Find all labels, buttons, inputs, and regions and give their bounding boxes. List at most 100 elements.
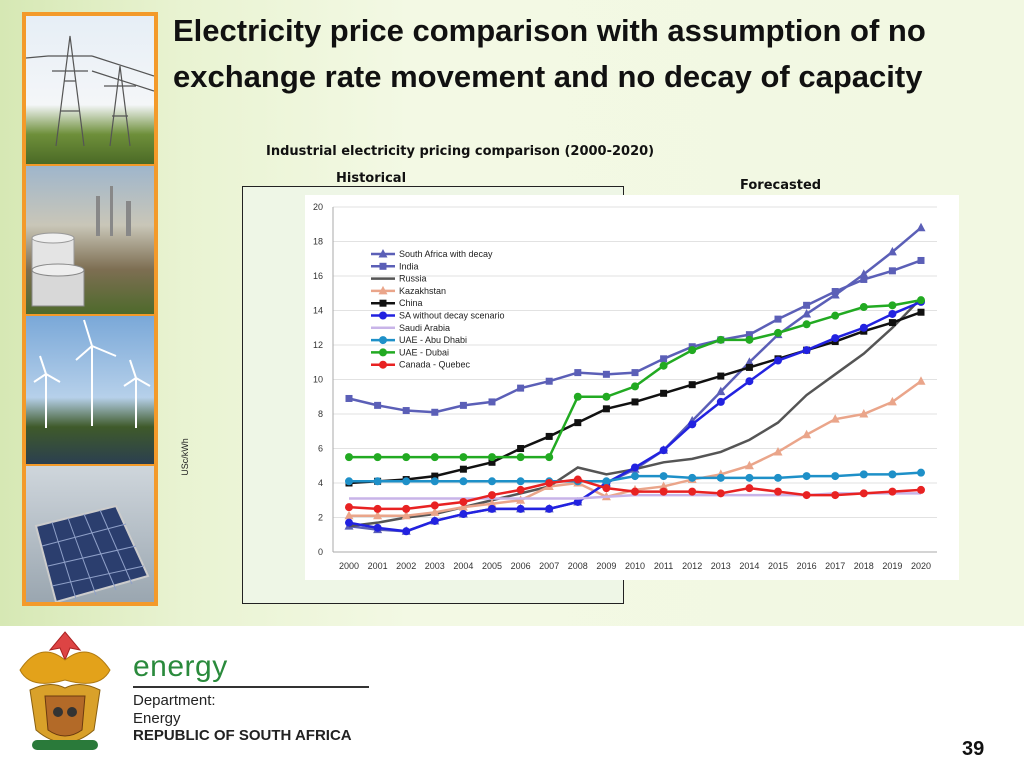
wind-turbine-photo (26, 316, 154, 464)
data-point (459, 465, 467, 473)
data-point (688, 346, 697, 355)
data-point (773, 446, 783, 456)
data-point (545, 432, 553, 440)
data-point (459, 477, 468, 486)
storage-tank-icon (31, 186, 131, 307)
data-point (402, 453, 411, 462)
data-point (430, 501, 439, 510)
x-tick-label: 2009 (596, 561, 616, 571)
data-point (459, 497, 468, 506)
y-tick-label: 4 (318, 478, 323, 488)
data-point (573, 497, 582, 506)
x-tick-label: 2015 (768, 561, 788, 571)
legend-entry: Saudi Arabia (399, 323, 450, 333)
data-point (745, 473, 754, 482)
y-tick-label: 10 (313, 375, 323, 385)
coat-of-arms-icon (19, 631, 111, 750)
data-point (917, 485, 925, 494)
legend-entry: Canada - Quebec (399, 360, 471, 370)
data-point (887, 396, 897, 406)
historical-label: Historical (336, 171, 407, 186)
data-point (802, 472, 811, 481)
data-point (744, 357, 754, 366)
y-tick-label: 18 (313, 237, 323, 247)
x-tick-label: 2020 (911, 561, 931, 571)
data-point (774, 473, 782, 482)
y-tick-label: 2 (318, 513, 323, 523)
solar-panel-icon (34, 504, 150, 602)
data-point (831, 334, 840, 343)
x-tick-label: 2011 (654, 561, 673, 571)
data-point (631, 472, 639, 481)
legend-marker (379, 360, 387, 369)
pylon-icon (26, 35, 154, 147)
data-point (488, 477, 496, 486)
x-tick-label: 2008 (568, 561, 588, 571)
department-line-1: Department: (133, 692, 216, 709)
y-tick-label: 20 (313, 202, 323, 212)
data-point (488, 453, 496, 462)
data-point (602, 484, 611, 493)
data-point (831, 288, 839, 296)
data-point (402, 527, 411, 536)
data-point (574, 369, 582, 377)
data-point (488, 491, 496, 500)
data-point (745, 335, 754, 344)
data-point (374, 401, 382, 409)
data-point (659, 446, 668, 455)
x-tick-label: 2019 (882, 561, 902, 571)
x-tick-label: 2018 (854, 561, 874, 571)
data-point (888, 309, 897, 318)
data-point (545, 377, 553, 385)
legend-entry: UAE - Dubai (399, 347, 449, 357)
data-point (373, 510, 383, 520)
data-point (887, 246, 897, 256)
data-point (659, 361, 668, 370)
x-tick-label: 2005 (482, 561, 502, 571)
data-point (745, 377, 754, 386)
pylon-photo (26, 16, 154, 164)
data-point (516, 485, 525, 494)
data-point (631, 398, 639, 406)
energy-logo-text: energy (133, 650, 228, 683)
data-point (888, 267, 896, 275)
legend-entry: SA without decay scenario (399, 311, 505, 321)
data-point (745, 484, 754, 493)
data-point (859, 323, 868, 332)
legend-marker (379, 336, 387, 345)
x-tick-label: 2017 (825, 561, 845, 571)
data-point (659, 481, 669, 490)
data-point (345, 453, 353, 462)
data-point (774, 356, 782, 365)
data-point (373, 504, 382, 513)
data-point (573, 392, 582, 401)
y-tick-label: 6 (318, 444, 323, 454)
page-number: 39 (962, 738, 985, 760)
data-point (716, 386, 726, 396)
data-point (517, 384, 525, 392)
data-point (430, 477, 439, 486)
data-point (430, 453, 439, 462)
data-point (917, 256, 925, 264)
data-point (545, 479, 554, 487)
data-point (859, 489, 868, 498)
republic-text: REPUBLIC OF SOUTH AFRICA (133, 727, 352, 744)
x-tick-label: 2010 (625, 561, 645, 571)
data-point (516, 453, 525, 462)
data-point (345, 503, 353, 512)
data-point (602, 405, 610, 413)
x-tick-label: 2001 (368, 561, 388, 571)
data-point (859, 303, 868, 312)
x-tick-label: 2004 (453, 561, 473, 571)
data-point (517, 445, 525, 452)
legend-entry: Kazakhstan (399, 286, 446, 296)
divider (133, 686, 369, 688)
data-point (660, 389, 668, 397)
data-point (431, 408, 439, 416)
data-point (574, 419, 582, 427)
data-point (859, 409, 869, 418)
data-point (401, 510, 411, 520)
data-point (545, 504, 554, 513)
data-point (802, 320, 811, 329)
x-tick-label: 2002 (396, 561, 416, 571)
